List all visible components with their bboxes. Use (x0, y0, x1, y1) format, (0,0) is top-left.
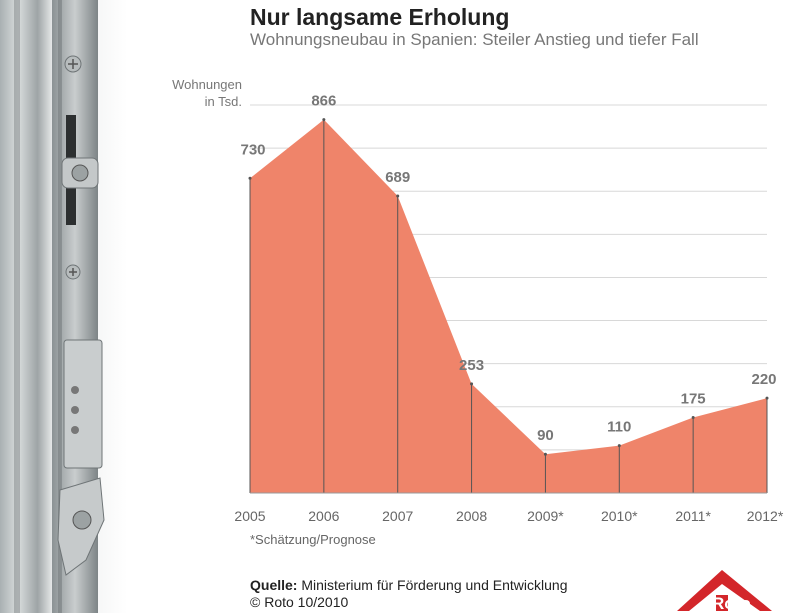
logo-text: Roto (712, 594, 751, 611)
data-point (617, 444, 621, 448)
data-label: 220 (751, 371, 776, 388)
x-tick-label: 2011* (675, 508, 711, 524)
x-tick-label: 2012* (747, 508, 784, 524)
copyright: © Roto 10/2010 (250, 594, 349, 610)
data-point (322, 118, 326, 122)
y-axis-label-line1: Wohnungen (172, 77, 242, 92)
data-point (765, 396, 769, 400)
data-label: 253 (459, 357, 484, 374)
chart-title: Nur langsame Erholung (250, 4, 510, 30)
window-hardware-photo (0, 0, 150, 613)
x-tick-label: 2009* (527, 508, 564, 524)
source-block: Quelle: Ministerium für Förderung und En… (250, 577, 567, 611)
footnote: *Schätzung/Prognose (250, 532, 376, 547)
y-axis-label: Wohnungen in Tsd. (150, 76, 242, 110)
source-label: Quelle: (250, 577, 298, 593)
data-point (396, 194, 400, 198)
chart-subtitle: Wohnungsneubau in Spanien: Steiler Ansti… (250, 30, 699, 49)
data-label: 90 (537, 427, 554, 444)
data-point (691, 416, 695, 420)
source-text: Ministerium für Förderung und Entwicklun… (297, 577, 568, 593)
data-label: 689 (385, 169, 410, 186)
data-point (543, 452, 547, 456)
data-point (470, 382, 474, 386)
data-label: 866 (311, 93, 336, 110)
data-label: 110 (607, 419, 631, 436)
x-tick-label: 2006 (308, 508, 339, 524)
area-series (250, 119, 767, 493)
roto-logo: Roto (677, 570, 772, 611)
data-label: 175 (681, 391, 706, 408)
x-tick-label: 2005 (234, 508, 265, 524)
x-tick-label: 2008 (456, 508, 487, 524)
source-line: Quelle: Ministerium für Förderung und En… (250, 577, 567, 594)
x-tick-label: 2010* (601, 508, 638, 524)
data-point (248, 176, 252, 180)
y-axis-label-line2: in Tsd. (204, 94, 242, 109)
data-label: 730 (240, 141, 265, 158)
x-tick-label: 2007 (382, 508, 413, 524)
